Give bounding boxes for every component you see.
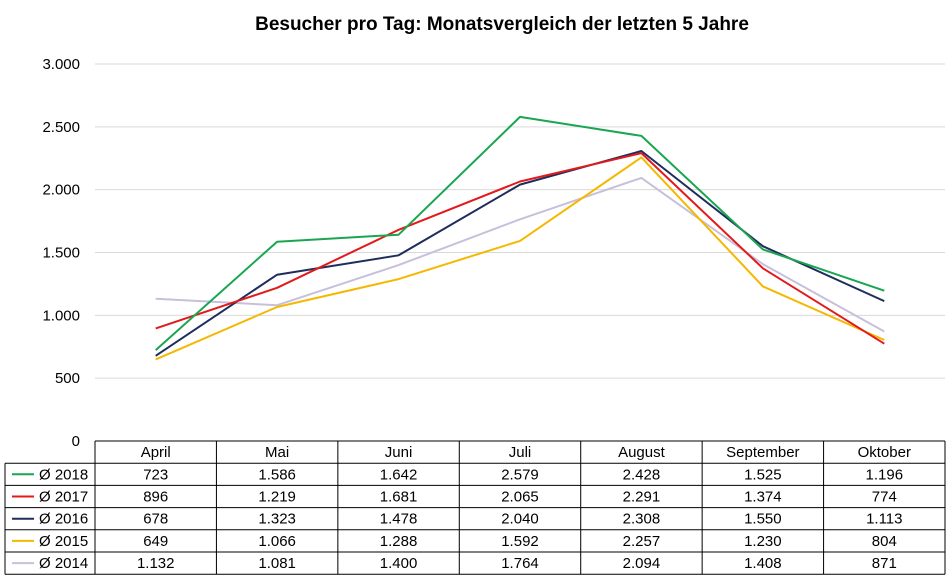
x-category-label: Mai — [265, 444, 289, 461]
table-cell-value: 1.400 — [380, 555, 418, 572]
table-cell-value: 2.257 — [623, 533, 661, 550]
table-cell-value: 1.550 — [744, 511, 782, 528]
table-cell-value: 1.642 — [380, 466, 418, 483]
table-cell-value: 1.525 — [744, 466, 782, 483]
table-cell-value: 1.408 — [744, 555, 782, 572]
y-axis-tick-labels: 0 500 1.000 1.500 2.000 2.500 3.000 — [42, 56, 80, 450]
table-cell-value: 1.288 — [380, 533, 418, 550]
table-cell-value: 1.764 — [501, 555, 539, 572]
table-cell-value: 871 — [872, 555, 897, 572]
series-line-2018 — [155, 115, 885, 351]
series-line-2015 — [155, 156, 885, 361]
legend-series-name: Ø 2015 — [39, 533, 88, 550]
x-category-label: August — [618, 444, 666, 461]
table-cell-value: 649 — [143, 533, 168, 550]
series-line-2014 — [155, 176, 885, 333]
table-cell-value: 1.113 — [866, 511, 902, 528]
table-cell-value: 2.428 — [623, 466, 661, 483]
legend-series-name: Ø 2014 — [39, 555, 88, 572]
table-cell-value: 678 — [143, 511, 168, 528]
legend-series-name: Ø 2018 — [39, 466, 88, 483]
y-tick-label: 2.000 — [42, 182, 80, 199]
table-cell-value: 1.066 — [258, 533, 296, 550]
table-cell-value: 774 — [872, 489, 897, 506]
table-cell-value: 1.132 — [137, 555, 175, 572]
x-category-label: September — [726, 444, 799, 461]
x-category-label: Juli — [509, 444, 532, 461]
x-category-label: Oktober — [858, 444, 911, 461]
table-cell-value: 1.230 — [744, 533, 782, 550]
table-cell-value: 723 — [143, 466, 168, 483]
table-cell-value: 1.592 — [501, 533, 539, 550]
series-lines — [155, 115, 885, 361]
table-cell-value: 1.323 — [258, 511, 296, 528]
table-cell-value: 2.579 — [501, 466, 539, 483]
table-cell-value: 896 — [143, 489, 168, 506]
gridlines — [95, 63, 945, 379]
y-tick-label: 1.000 — [42, 307, 80, 324]
table-cell-value: 804 — [872, 533, 897, 550]
y-tick-label: 500 — [55, 370, 80, 387]
series-line-2017 — [155, 152, 885, 345]
x-category-label: April — [141, 444, 171, 461]
series-line-2016 — [155, 150, 885, 357]
table-cell-value: 2.040 — [501, 511, 539, 528]
table-cell-value: 2.308 — [623, 511, 661, 528]
table-cell-value: 2.291 — [623, 489, 661, 506]
table-cell-value: 2.065 — [501, 489, 539, 506]
x-category-label: Juni — [385, 444, 413, 461]
table-cell-value: 1.586 — [258, 466, 296, 483]
y-tick-label: 2.500 — [42, 119, 80, 136]
table-cell-value: 1.681 — [380, 489, 418, 506]
y-tick-label: 3.000 — [42, 56, 80, 73]
table-cell-value: 1.196 — [866, 466, 904, 483]
chart-title: Besucher pro Tag: Monatsvergleich der le… — [255, 14, 749, 35]
table-cell-value: 2.094 — [623, 555, 661, 572]
y-tick-label: 1.500 — [42, 245, 80, 262]
legend-series-name: Ø 2016 — [39, 511, 88, 528]
y-tick-label: 0 — [72, 433, 80, 450]
table-cell-value: 1.081 — [258, 555, 296, 572]
table-cell-value: 1.219 — [258, 489, 296, 506]
data-table: April Mai Juni Juli August September Oktober Ø … — [4, 440, 946, 575]
legend-series-name: Ø 2017 — [39, 489, 88, 506]
table-cell-value: 1.478 — [380, 511, 418, 528]
table-cell-value: 1.374 — [744, 489, 782, 506]
